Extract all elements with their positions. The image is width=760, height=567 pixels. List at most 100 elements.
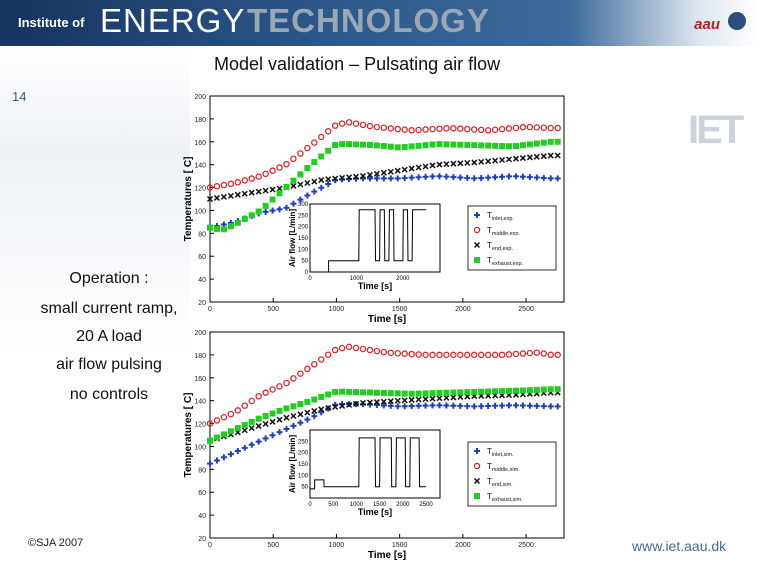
data-point (485, 158, 492, 165)
data-point (366, 389, 373, 396)
inset-y-tick-label: 200 (298, 225, 309, 231)
data-point (450, 402, 457, 409)
data-point (443, 394, 450, 401)
data-point (366, 399, 373, 406)
data-point (547, 403, 554, 410)
data-point (526, 349, 534, 357)
data-point (394, 175, 401, 182)
data-point (380, 348, 388, 356)
data-point (346, 141, 353, 148)
data-point (262, 202, 269, 209)
data-point (540, 403, 547, 410)
inset-y-tick-label: 150 (298, 236, 309, 242)
airflow-line (310, 209, 427, 273)
inset-x-tick-label: 0 (308, 276, 312, 282)
data-point (290, 155, 297, 163)
data-point (325, 391, 332, 398)
data-point (554, 138, 561, 145)
data-point (512, 173, 519, 180)
data-point (255, 438, 262, 445)
data-point (519, 155, 526, 162)
x-tick-label: 2000 (455, 306, 471, 313)
data-point (262, 187, 269, 194)
data-point (255, 208, 262, 215)
data-point (478, 175, 485, 182)
website-url: www.iet.aau.dk (632, 538, 727, 554)
copyright: ©SJA 2007 (28, 537, 84, 549)
data-point (373, 175, 380, 182)
data-point (540, 124, 548, 131)
data-point (283, 425, 290, 432)
y-axis-label: Temperatures [ C] (183, 393, 194, 478)
series-exhaust (207, 138, 561, 233)
legend-label: Texhaust,exp. (487, 256, 524, 267)
y-tick-label: 60 (198, 254, 206, 261)
data-point (429, 395, 436, 402)
data-point (443, 389, 450, 396)
data-point (283, 414, 290, 421)
data-point (457, 160, 464, 167)
side-text-4: air flow pulsing (56, 356, 162, 373)
data-point (353, 389, 360, 396)
y-tick-label: 100 (194, 208, 206, 215)
data-point (519, 123, 527, 131)
data-point (387, 390, 394, 397)
x-tick-label: 500 (267, 542, 279, 549)
data-point (380, 169, 387, 176)
series-exhaust (207, 386, 561, 444)
data-point (311, 413, 318, 420)
data-point (213, 194, 220, 201)
data-point (547, 386, 554, 393)
x-tick-label: 0 (208, 542, 212, 549)
data-point (269, 186, 276, 193)
data-point (429, 390, 436, 397)
data-point (422, 396, 429, 403)
data-point (255, 173, 262, 180)
data-point (359, 389, 366, 396)
data-point (492, 388, 499, 395)
data-point (262, 389, 269, 396)
data-point (241, 216, 248, 223)
data-point (554, 175, 561, 182)
data-point (227, 192, 234, 199)
data-point (276, 190, 283, 197)
data-point (297, 411, 304, 418)
data-point (269, 207, 276, 214)
data-point (422, 173, 429, 180)
data-point (297, 181, 304, 188)
data-point (373, 123, 381, 131)
data-point (415, 174, 422, 181)
data-point (401, 166, 408, 173)
legend (467, 441, 557, 507)
legend-marker (473, 462, 481, 470)
data-point (325, 404, 332, 412)
data-point (276, 416, 283, 423)
legend-marker (474, 212, 480, 218)
inset-y-tick-label: 200 (298, 451, 309, 457)
data-point (526, 402, 533, 409)
data-point (457, 125, 464, 132)
data-point (387, 398, 394, 405)
data-point (394, 397, 401, 404)
data-point (241, 421, 248, 428)
data-point (359, 345, 367, 353)
data-point (207, 460, 213, 467)
data-point (387, 402, 394, 409)
data-point (436, 389, 443, 396)
data-point (401, 126, 408, 133)
data-point (366, 346, 374, 354)
data-point (477, 351, 485, 359)
data-point (373, 170, 380, 177)
data-point (207, 437, 213, 444)
data-point (526, 387, 533, 394)
data-point (443, 402, 450, 409)
data-point (422, 351, 429, 359)
y-tick-label: 160 (194, 140, 206, 147)
series-middle (206, 343, 561, 427)
data-point (262, 435, 269, 442)
energy-label: ENERGY (100, 2, 246, 39)
iet-watermark: IET (688, 108, 744, 152)
data-point (443, 125, 450, 132)
data-point (471, 159, 478, 166)
data-point (387, 349, 395, 357)
